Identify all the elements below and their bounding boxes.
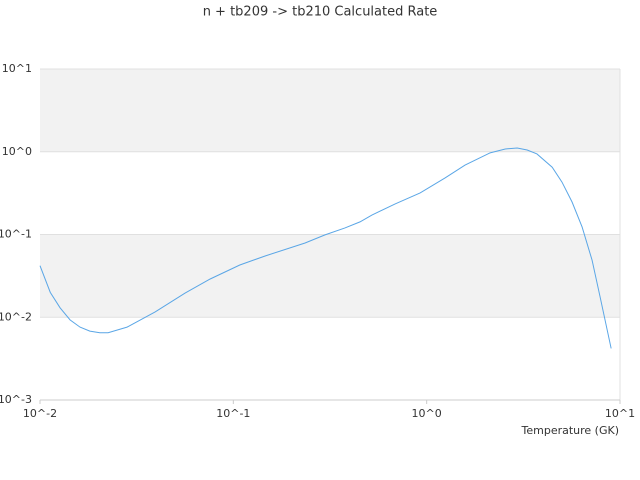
x-tick-label: 10^1 [605, 407, 635, 420]
y-tick-label: 10^0 [2, 145, 32, 158]
y-tick-label: 10^-2 [0, 310, 32, 323]
y-tick-label: 10^-3 [0, 393, 32, 406]
grid-band [40, 234, 620, 318]
y-tick-label: 10^1 [2, 62, 32, 75]
data-line [39, 147, 612, 349]
chart-title: n + tb209 -> tb210 Calculated Rate [203, 5, 438, 20]
y-tick-label: 10^-1 [0, 228, 32, 241]
x-tick-label: 10^-2 [23, 407, 57, 420]
x-axis-label: Temperature (GK) [521, 424, 620, 437]
grid-band [40, 69, 620, 152]
x-tick-label: 10^0 [412, 407, 442, 420]
x-tick-label: 10^-1 [216, 407, 250, 420]
